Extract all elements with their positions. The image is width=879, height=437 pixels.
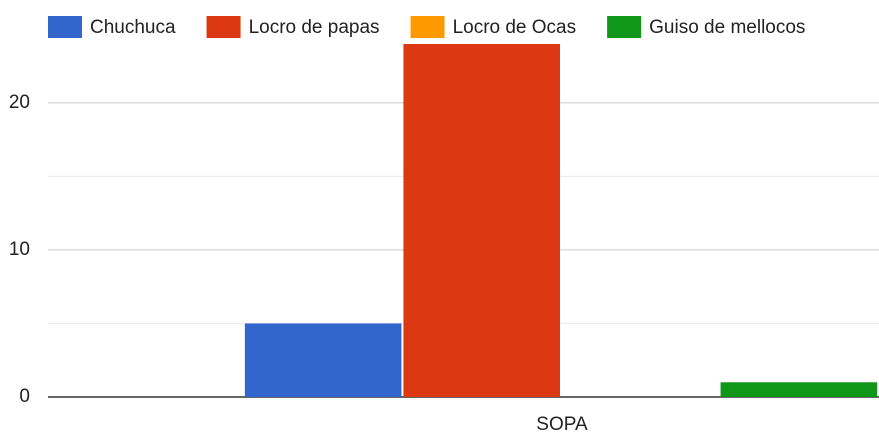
x-tick-label: SOPA xyxy=(536,414,588,435)
bar xyxy=(403,44,560,397)
legend-label: Locro de Ocas xyxy=(453,17,577,38)
bar xyxy=(244,323,402,397)
y-tick-label: 0 xyxy=(19,386,30,407)
legend-label: Locro de papas xyxy=(249,17,380,38)
y-tick-label: 20 xyxy=(9,92,30,113)
legend-swatch xyxy=(410,16,445,38)
legend-swatch xyxy=(206,16,241,38)
legend-label: Chuchuca xyxy=(90,17,176,38)
bar xyxy=(720,382,878,397)
legend-swatch xyxy=(48,16,82,38)
legend-label: Guiso de mellocos xyxy=(649,17,805,38)
y-tick-label: 10 xyxy=(9,239,30,260)
legend-swatch xyxy=(607,16,642,38)
